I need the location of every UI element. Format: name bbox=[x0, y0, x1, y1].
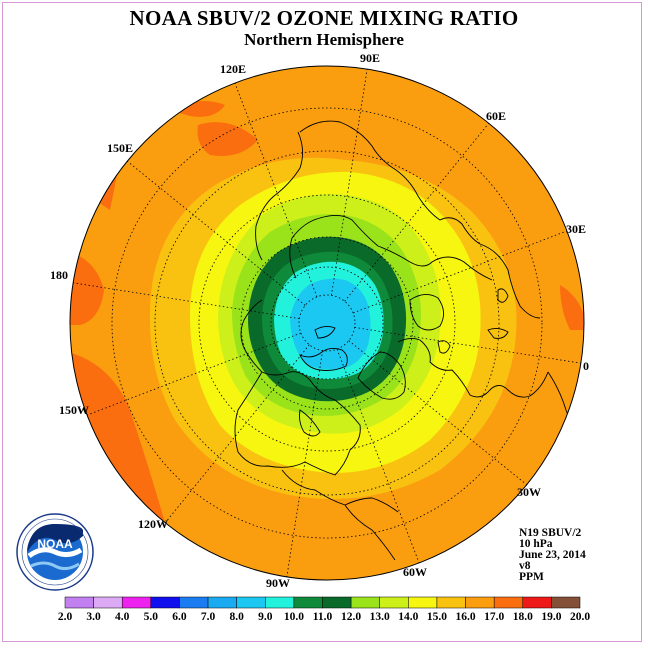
colorbar-swatch bbox=[64, 596, 94, 609]
colorbar-label: 13.0 bbox=[370, 611, 390, 623]
coast-alaska bbox=[240, 299, 263, 373]
colorbar-swatch bbox=[493, 596, 524, 609]
coast-arctic-islands-2 bbox=[314, 325, 336, 339]
colorbar-label: 17.0 bbox=[484, 611, 504, 623]
lon-label-180: 180 bbox=[50, 268, 68, 282]
colorbar-label: 19.0 bbox=[541, 611, 561, 623]
lat-80 bbox=[298, 294, 356, 352]
colorbar-swatch bbox=[236, 596, 266, 609]
coast-uk bbox=[437, 340, 451, 354]
colorbar-swatch bbox=[121, 596, 152, 609]
lon-label-120w: 120W bbox=[138, 517, 168, 531]
latitude-circles bbox=[111, 107, 543, 539]
info-level: 10 hPa bbox=[519, 538, 553, 550]
colorbar-swatch bbox=[93, 596, 123, 609]
lat-45 bbox=[198, 194, 456, 452]
colorbar-swatch bbox=[408, 596, 438, 609]
colorbar-swatch bbox=[322, 596, 352, 609]
colorbar-swatch bbox=[522, 596, 552, 609]
coast-scandinavia bbox=[409, 294, 444, 331]
colorbar-swatch bbox=[379, 596, 409, 609]
lat-60 bbox=[240, 236, 414, 410]
coast-greenland bbox=[357, 351, 406, 400]
colorbar-label: 7.0 bbox=[201, 611, 216, 623]
coast-kamchatka bbox=[255, 131, 303, 261]
lon-label-30w: 30W bbox=[517, 485, 541, 499]
field-17-18-east bbox=[560, 285, 584, 330]
coast-black-sea bbox=[487, 327, 509, 339]
longitude-labels: 90E 60E 30E 0 30W 60W 90W 120W 150W 180 … bbox=[50, 51, 589, 590]
colorbar-label: 16.0 bbox=[455, 611, 475, 623]
colorbar-swatch bbox=[436, 596, 466, 609]
plot-frame bbox=[2, 2, 642, 642]
coast-middle-east bbox=[479, 243, 541, 319]
coast-arctic-islands bbox=[299, 347, 348, 371]
lon-label-30e: 30E bbox=[566, 222, 586, 236]
ozone-field bbox=[70, 66, 584, 580]
colorbar-swatch bbox=[207, 596, 237, 609]
lon-label-60w: 60W bbox=[403, 565, 427, 579]
lon-label-60e: 60E bbox=[486, 109, 506, 123]
info-version: v8 bbox=[519, 560, 531, 572]
colorbar-swatch bbox=[465, 596, 495, 609]
lon-label-120e: 120E bbox=[220, 62, 246, 76]
lon-label-0: 0 bbox=[583, 359, 589, 373]
lon-label-150e: 150E bbox=[107, 141, 133, 155]
colorbar-label: 4.0 bbox=[115, 611, 130, 623]
colorbar-swatch bbox=[551, 596, 581, 609]
colorbar-label: 15.0 bbox=[427, 611, 447, 623]
globe-outline bbox=[69, 65, 585, 581]
colorbar-label: 11.0 bbox=[313, 611, 333, 623]
coast-siberia bbox=[289, 215, 493, 281]
colorbar-swatch bbox=[265, 596, 295, 609]
colorbar-label: 10.0 bbox=[284, 611, 304, 623]
colorbar-swatch bbox=[293, 596, 323, 609]
info-satellite: N19 SBUV/2 bbox=[519, 527, 582, 539]
lat-70 bbox=[270, 266, 384, 380]
colorbar-label: 20.0 bbox=[570, 611, 590, 623]
coast-europe bbox=[397, 337, 549, 398]
map-title: NOAA SBUV/2 OZONE MIXING RATIO bbox=[129, 6, 519, 30]
map-subtitle: Northern Hemisphere bbox=[244, 30, 404, 49]
coast-central bbox=[344, 497, 399, 513]
colorbar-label: 12.0 bbox=[341, 611, 361, 623]
coast-asia-inner bbox=[395, 169, 481, 245]
field-8-9 bbox=[290, 278, 371, 370]
colorbar-label: 6.0 bbox=[172, 611, 187, 623]
lat-30 bbox=[154, 150, 500, 496]
coastlines bbox=[234, 120, 579, 561]
lon-label-90w: 90W bbox=[266, 576, 290, 590]
coast-caspian bbox=[497, 288, 509, 303]
colorbar-swatch bbox=[150, 596, 180, 609]
noaa-logo: NOAA bbox=[16, 513, 94, 591]
lon-label-90e: 90E bbox=[360, 51, 380, 65]
coast-hudson bbox=[299, 409, 321, 437]
field-17-18-north bbox=[197, 122, 258, 156]
coast-north-america bbox=[234, 371, 361, 476]
info-date: June 23, 2014 bbox=[519, 549, 586, 561]
colorbar-label: 8.0 bbox=[229, 611, 244, 623]
colorbar-label: 2.0 bbox=[58, 611, 73, 623]
colorbar-label: 3.0 bbox=[86, 611, 101, 623]
noaa-logo-text: NOAA bbox=[37, 537, 73, 551]
lon-label-150w: 150W bbox=[59, 403, 89, 417]
info-units: PPM bbox=[519, 571, 544, 583]
colorbar-swatch bbox=[350, 596, 380, 609]
colorbar-label: 5.0 bbox=[144, 611, 159, 623]
colorbar-swatch bbox=[179, 596, 209, 609]
colorbar: 2.0 3.0 4.0 5.0 6.0 7.0 8.0 9.0 10.0 11.0 12.0 13.0… bbox=[58, 596, 590, 623]
colorbar-label: 9.0 bbox=[258, 611, 273, 623]
coast-east-asia bbox=[299, 120, 397, 171]
colorbar-label: 18.0 bbox=[513, 611, 533, 623]
colorbar-label: 14.0 bbox=[398, 611, 418, 623]
lat-15 bbox=[111, 107, 543, 539]
